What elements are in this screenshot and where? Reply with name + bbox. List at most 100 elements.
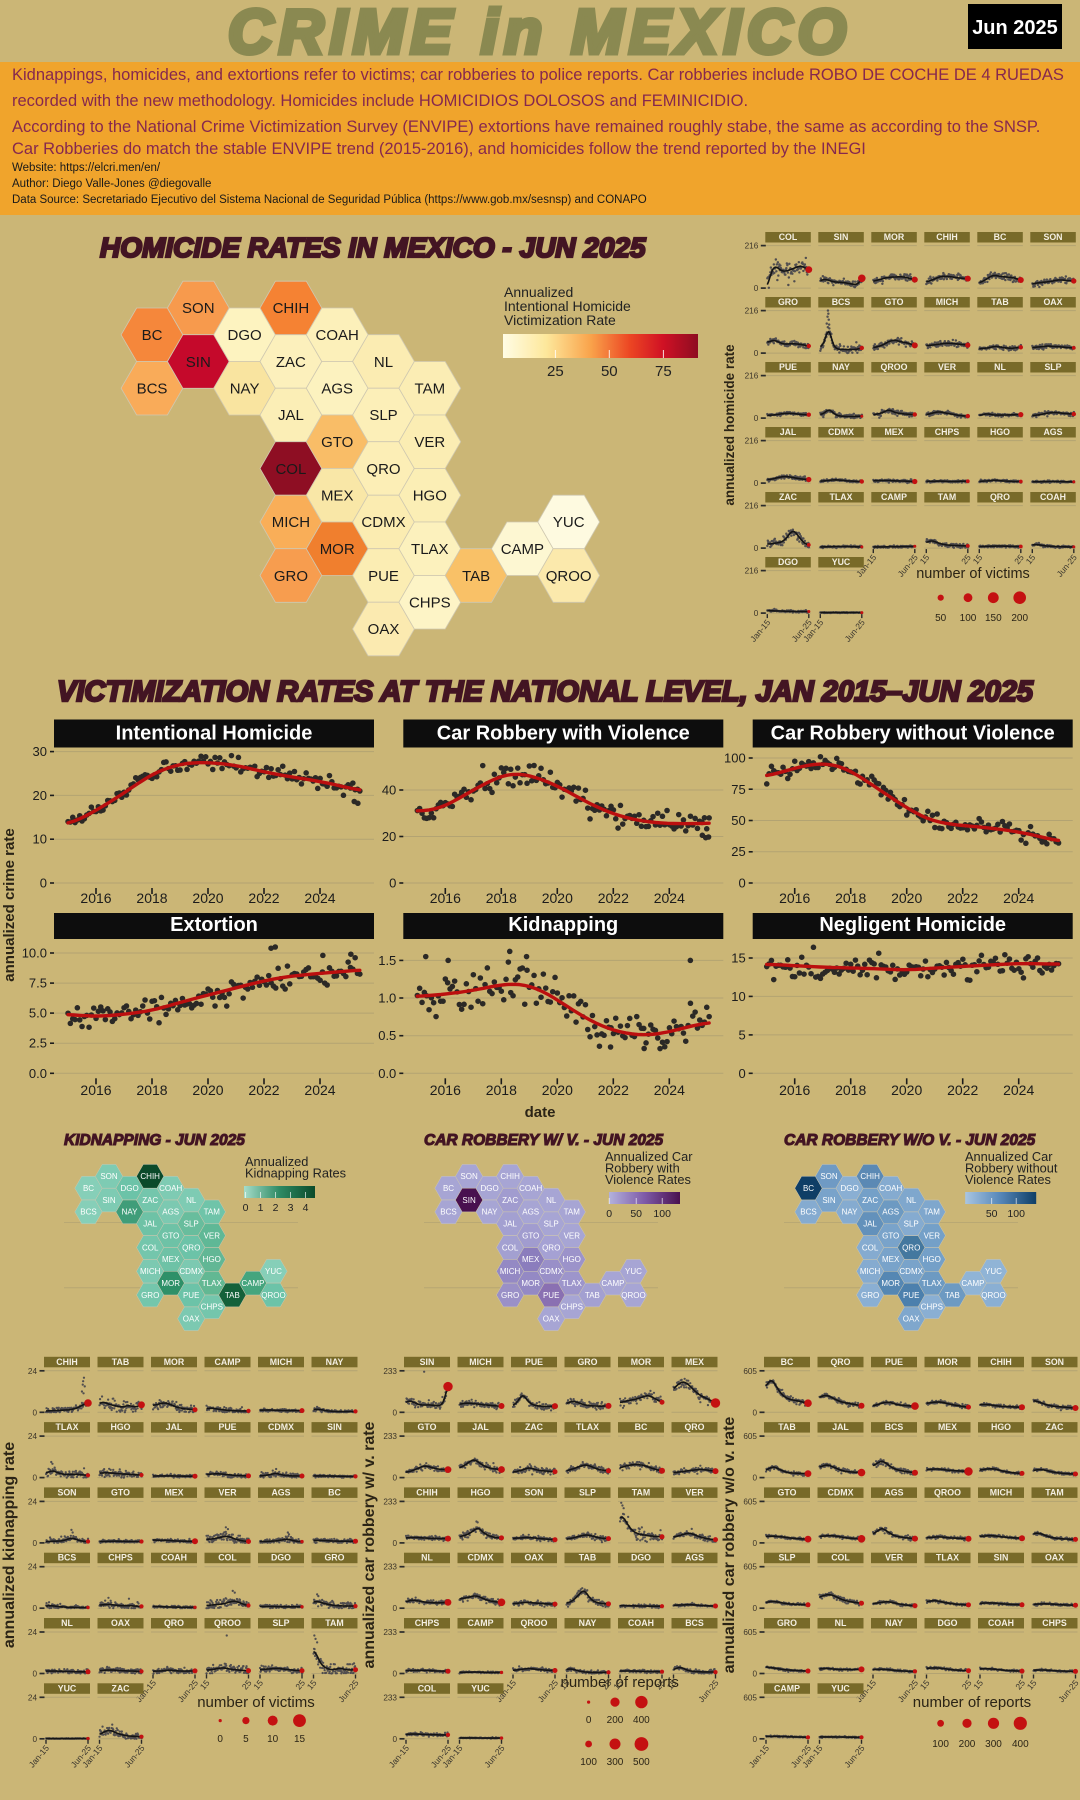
svg-text:BC: BC: [803, 1184, 814, 1193]
svg-text:VICTIMIZATION RATES AT THE NAT: VICTIMIZATION RATES AT THE NATIONAL LEVE…: [57, 676, 1034, 708]
svg-text:1.5: 1.5: [378, 953, 396, 968]
svg-text:GTO: GTO: [522, 1231, 539, 1240]
svg-text:QRO: QRO: [542, 1243, 560, 1252]
svg-text:150: 150: [985, 613, 1002, 624]
svg-text:TLAX: TLAX: [936, 1553, 959, 1563]
svg-text:Negligent Homicide: Negligent Homicide: [819, 914, 1006, 936]
svg-text:MICH: MICH: [860, 1267, 881, 1276]
svg-text:PUE: PUE: [218, 1422, 236, 1432]
svg-text:SON: SON: [57, 1487, 76, 1497]
svg-text:PUE: PUE: [525, 1357, 543, 1367]
svg-text:TAM: TAM: [1045, 1487, 1063, 1497]
svg-text:ZAC: ZAC: [1045, 1422, 1064, 1432]
svg-text:216: 216: [745, 307, 759, 316]
svg-text:number of victims: number of victims: [916, 566, 1030, 582]
svg-text:TAB: TAB: [225, 1291, 240, 1300]
svg-text:100: 100: [932, 1739, 949, 1750]
svg-text:ZAC: ZAC: [111, 1683, 130, 1693]
svg-text:OAX: OAX: [1045, 1553, 1064, 1563]
svg-text:MICH: MICH: [270, 1357, 292, 1367]
svg-text:NL: NL: [374, 354, 393, 371]
svg-text:number of reports: number of reports: [561, 1674, 679, 1691]
svg-text:QROO: QROO: [981, 1291, 1005, 1300]
svg-text:recorded with the new methodol: recorded with the new methodology. Homic…: [12, 92, 748, 110]
svg-text:300: 300: [607, 1757, 624, 1768]
svg-text:0: 0: [752, 1670, 757, 1679]
svg-text:CHPS: CHPS: [108, 1553, 133, 1563]
svg-text:CHPS: CHPS: [201, 1303, 223, 1312]
svg-text:15: 15: [731, 951, 745, 966]
svg-text:24: 24: [28, 1628, 38, 1637]
svg-text:2024: 2024: [1003, 890, 1034, 906]
svg-text:CAMP: CAMP: [241, 1279, 264, 1288]
svg-text:OAX: OAX: [111, 1618, 130, 1628]
svg-text:JAL: JAL: [503, 1220, 517, 1229]
svg-text:233: 233: [383, 1693, 397, 1702]
svg-text:CHPS: CHPS: [561, 1303, 583, 1312]
svg-text:24: 24: [28, 1367, 38, 1376]
svg-text:SON: SON: [100, 1172, 118, 1181]
svg-text:HGO: HGO: [563, 1255, 581, 1264]
svg-text:BCS: BCS: [800, 1208, 816, 1217]
svg-text:BCS: BCS: [80, 1208, 96, 1217]
svg-text:0: 0: [32, 1474, 37, 1483]
svg-text:TAM: TAM: [924, 1208, 941, 1217]
svg-text:CHPS: CHPS: [935, 427, 960, 437]
svg-text:0: 0: [586, 1715, 592, 1726]
svg-text:2016: 2016: [80, 1082, 111, 1098]
svg-text:Data Source: Secretariado Ejec: Data Source: Secretariado Ejecutivo del …: [12, 194, 647, 206]
svg-text:PUE: PUE: [368, 568, 399, 585]
svg-text:AGS: AGS: [884, 1487, 903, 1497]
svg-text:ZAC: ZAC: [142, 1196, 158, 1205]
svg-text:PUE: PUE: [779, 362, 797, 372]
svg-text:10: 10: [33, 832, 47, 847]
svg-text:2018: 2018: [835, 890, 866, 906]
svg-text:24: 24: [28, 1497, 38, 1506]
svg-text:233: 233: [383, 1628, 397, 1637]
svg-text:TLAX: TLAX: [562, 1279, 583, 1288]
svg-text:Victimization Rate: Victimization Rate: [504, 312, 616, 328]
svg-text:TLAX: TLAX: [830, 492, 853, 502]
svg-text:SIN: SIN: [327, 1422, 342, 1432]
svg-text:NL: NL: [421, 1553, 433, 1563]
svg-text:605: 605: [743, 1432, 757, 1441]
svg-text:HGO: HGO: [413, 488, 447, 505]
svg-text:YUC: YUC: [985, 1267, 1002, 1276]
svg-text:200: 200: [607, 1715, 624, 1726]
svg-text:Intentional Homicide: Intentional Homicide: [504, 298, 631, 314]
svg-text:Kidnapping Rates: Kidnapping Rates: [245, 1166, 346, 1181]
svg-text:QROO: QROO: [521, 1618, 548, 1628]
svg-text:2016: 2016: [430, 1082, 461, 1098]
svg-text:2: 2: [273, 1202, 279, 1214]
svg-text:1: 1: [258, 1202, 264, 1214]
svg-text:CDMX: CDMX: [828, 427, 854, 437]
svg-text:MEX: MEX: [522, 1255, 540, 1264]
svg-text:COL: COL: [779, 232, 798, 242]
svg-text:0: 0: [752, 1604, 757, 1613]
svg-text:CAR ROBBERY W/O V. - JUN 2025: CAR ROBBERY W/O V. - JUN 2025: [784, 1132, 1036, 1149]
svg-text:0: 0: [752, 1408, 757, 1417]
svg-text:25: 25: [547, 363, 564, 380]
svg-text:COL: COL: [862, 1243, 879, 1252]
svg-text:BCS: BCS: [58, 1553, 77, 1563]
svg-text:CDMX: CDMX: [468, 1553, 494, 1563]
svg-text:2022: 2022: [598, 890, 629, 906]
svg-text:MICH: MICH: [140, 1267, 161, 1276]
svg-text:CHPS: CHPS: [409, 595, 451, 612]
svg-text:5: 5: [243, 1734, 249, 1745]
svg-text:BC: BC: [994, 232, 1007, 242]
svg-text:MICH: MICH: [469, 1357, 491, 1367]
svg-text:number of reports: number of reports: [913, 1694, 1031, 1711]
svg-text:2024: 2024: [304, 890, 335, 906]
svg-text:GRO: GRO: [861, 1291, 879, 1300]
svg-text:Annualized: Annualized: [245, 1154, 308, 1169]
svg-text:CAMP: CAMP: [501, 541, 544, 558]
svg-text:50: 50: [630, 1208, 642, 1220]
svg-text:0: 0: [32, 1735, 37, 1744]
svg-text:2016: 2016: [80, 890, 111, 906]
svg-text:COL: COL: [502, 1243, 519, 1252]
svg-text:400: 400: [633, 1715, 650, 1726]
svg-text:QRO: QRO: [366, 461, 400, 478]
svg-text:200: 200: [1011, 613, 1028, 624]
svg-text:HGO: HGO: [110, 1422, 130, 1432]
